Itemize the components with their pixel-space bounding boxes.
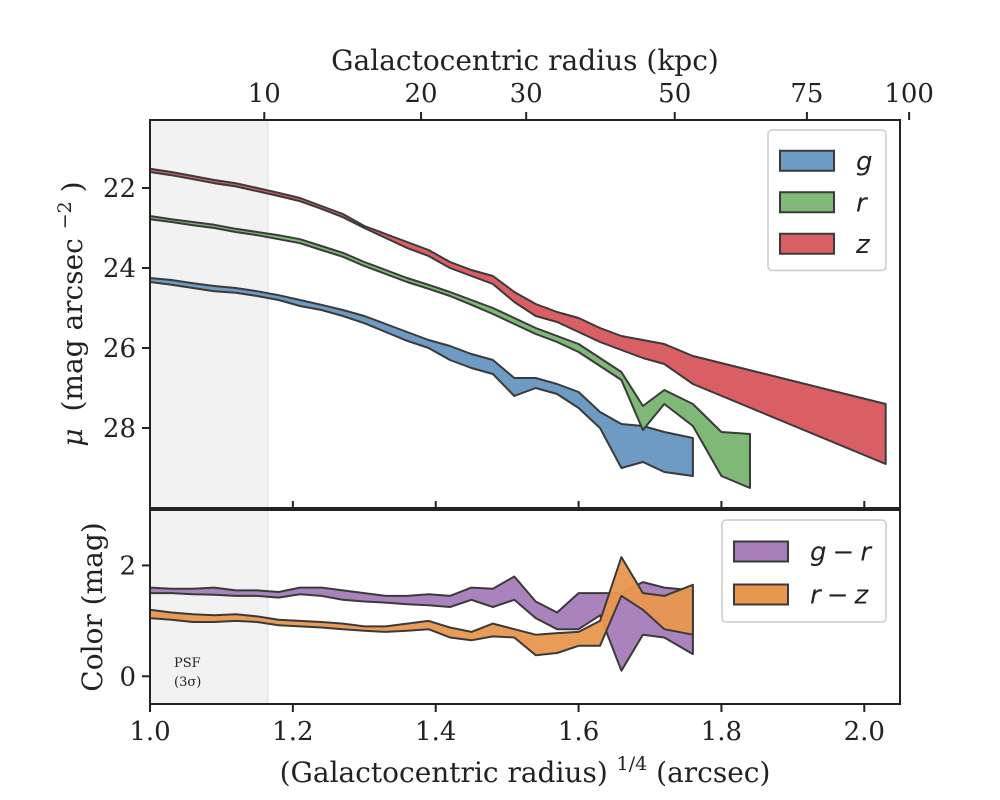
y-tick-label: 24	[103, 254, 136, 284]
bottom-x-axis-label: (Galactocentric radius) 1/4 (arcsec)	[280, 744, 771, 789]
legend-label: r	[856, 188, 869, 218]
x-tick-label: 1.8	[701, 717, 742, 747]
y-tick-label: 28	[103, 414, 136, 444]
psf-sigma-label: (3σ)	[174, 675, 201, 690]
psf-region-top	[149, 119, 269, 509]
surface-brightness-panel: 22 24 26 28 10 20 30 50 75 100 Galactocentric ra…	[45, 44, 934, 509]
kpc-tick-label: 100	[884, 79, 934, 109]
x-tick-label: 1.6	[558, 717, 599, 747]
y-tick-label: 26	[103, 334, 136, 364]
bottom-axes-frame	[149, 509, 901, 705]
x-tick-label: 1.2	[272, 717, 313, 747]
legend-label: g	[856, 147, 873, 177]
x-tick-label: 1.4	[415, 717, 456, 747]
bottom-y-ticks: 02	[119, 551, 150, 692]
color-panel: 02 1.0 1.2 1.4 1.6 1.8 2.0 PSF (3σ) Color (ma…	[76, 509, 901, 789]
bottom-legend: g − r r − z	[721, 519, 887, 623]
bottom-y-axis-label: Color (mag)	[76, 522, 109, 691]
band-r-minus-z	[149, 556, 694, 657]
band-z	[149, 167, 887, 465]
color-bands	[149, 556, 694, 672]
legend-label: z	[855, 230, 871, 260]
xlabel-main: (Galactocentric radius)	[280, 756, 608, 789]
xlabel-unit: (arcsec)	[656, 756, 770, 789]
band-g	[149, 277, 694, 477]
y-tick-label: 22	[103, 174, 136, 204]
psf-label: PSF	[174, 656, 201, 671]
psf-shade-top	[149, 119, 269, 509]
legend-swatch	[779, 232, 835, 255]
bottom-x-ticks: 1.0 1.2 1.4 1.6 1.8 2.0	[129, 704, 885, 747]
psf-shade-bottom	[149, 509, 269, 705]
legend-swatch	[779, 149, 835, 172]
y-tick-label: 0	[119, 662, 136, 692]
kpc-tick-label: 10	[248, 79, 281, 109]
kpc-ticks: 10 20 30 50 75 100	[248, 79, 934, 120]
psf-region-bottom	[149, 509, 269, 705]
kpc-tick-label: 20	[405, 79, 438, 109]
surface-brightness-bands	[149, 167, 887, 489]
top-y-ticks: 22 24 26 28	[103, 174, 150, 444]
top-legend: grz	[767, 129, 887, 272]
xlabel-exponent: 1/4	[617, 753, 648, 775]
kpc-tick-label: 75	[790, 79, 823, 109]
kpc-tick-label: 30	[510, 79, 543, 109]
mu-unit: (mag arcsec	[56, 238, 89, 411]
top-x-ticks	[149, 501, 866, 508]
mu-unit-exponent: −2	[54, 201, 76, 229]
top-axes-frame	[149, 119, 901, 509]
legend-swatch	[733, 540, 789, 563]
legend-label: r − z	[810, 581, 870, 611]
mu-symbol: μ	[56, 428, 89, 446]
top-y-axis-label: μ (mag arcsec −2 )	[45, 181, 89, 446]
x-tick-label: 1.0	[129, 717, 170, 747]
y-tick-label: 2	[119, 551, 136, 581]
kpc-tick-label: 50	[658, 79, 691, 109]
top-axis-label: Galactocentric radius (kpc)	[331, 44, 719, 77]
legend-label: g − r	[810, 538, 873, 568]
band-r	[149, 215, 751, 489]
legend-swatch	[733, 583, 789, 606]
mu-unit-close: )	[56, 181, 89, 192]
x-tick-label: 2.0	[844, 717, 885, 747]
legend-swatch	[779, 191, 835, 214]
